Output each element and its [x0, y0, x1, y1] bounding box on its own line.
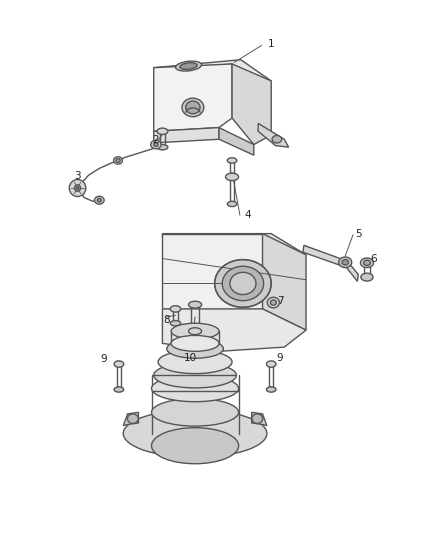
Text: 2: 2: [152, 135, 159, 146]
Ellipse shape: [97, 198, 101, 202]
Polygon shape: [162, 309, 306, 351]
Ellipse shape: [170, 320, 181, 326]
Ellipse shape: [272, 135, 282, 143]
Text: 5: 5: [355, 229, 362, 239]
Ellipse shape: [157, 128, 168, 134]
Ellipse shape: [364, 260, 371, 265]
Text: 10: 10: [184, 353, 197, 362]
Polygon shape: [258, 123, 289, 147]
Ellipse shape: [226, 173, 239, 181]
Text: 8: 8: [163, 314, 170, 325]
Text: 3: 3: [74, 172, 81, 181]
Ellipse shape: [154, 143, 158, 147]
Ellipse shape: [252, 414, 263, 423]
Ellipse shape: [230, 272, 256, 295]
Ellipse shape: [69, 180, 86, 197]
Ellipse shape: [361, 273, 373, 281]
Ellipse shape: [171, 323, 219, 339]
Ellipse shape: [176, 61, 201, 71]
Ellipse shape: [182, 98, 204, 117]
Polygon shape: [162, 233, 306, 257]
Polygon shape: [154, 60, 271, 84]
Ellipse shape: [267, 297, 279, 308]
Ellipse shape: [152, 399, 239, 426]
Ellipse shape: [188, 301, 201, 308]
Ellipse shape: [151, 140, 161, 149]
Polygon shape: [162, 233, 262, 309]
Ellipse shape: [227, 158, 237, 163]
Polygon shape: [123, 413, 138, 425]
Ellipse shape: [227, 201, 237, 207]
Ellipse shape: [127, 414, 138, 423]
Ellipse shape: [114, 361, 124, 367]
Ellipse shape: [74, 185, 81, 191]
Text: 4: 4: [244, 209, 251, 220]
Ellipse shape: [95, 196, 104, 204]
Text: 1: 1: [268, 39, 275, 49]
Polygon shape: [303, 245, 358, 281]
Ellipse shape: [342, 260, 349, 265]
Ellipse shape: [222, 266, 264, 301]
Text: 7: 7: [277, 296, 283, 306]
Ellipse shape: [114, 157, 122, 164]
Ellipse shape: [188, 328, 201, 335]
Ellipse shape: [157, 144, 168, 150]
Ellipse shape: [270, 300, 276, 305]
Polygon shape: [252, 413, 267, 425]
Ellipse shape: [180, 63, 197, 69]
Ellipse shape: [123, 410, 267, 457]
Ellipse shape: [154, 362, 237, 388]
Ellipse shape: [158, 350, 232, 374]
Ellipse shape: [171, 335, 219, 351]
Ellipse shape: [152, 375, 239, 402]
Ellipse shape: [114, 387, 124, 392]
Ellipse shape: [360, 258, 374, 268]
Ellipse shape: [76, 187, 79, 189]
Polygon shape: [154, 127, 219, 143]
Polygon shape: [262, 233, 306, 330]
Polygon shape: [219, 127, 254, 155]
Ellipse shape: [152, 427, 239, 464]
Ellipse shape: [266, 361, 276, 367]
Ellipse shape: [266, 387, 276, 392]
Ellipse shape: [170, 306, 181, 312]
Ellipse shape: [167, 339, 223, 358]
Polygon shape: [154, 64, 232, 131]
Text: 9: 9: [100, 354, 107, 364]
Text: 6: 6: [370, 254, 377, 263]
Ellipse shape: [116, 159, 120, 163]
Polygon shape: [232, 64, 271, 144]
Ellipse shape: [339, 257, 352, 268]
Ellipse shape: [186, 101, 200, 114]
Text: 9: 9: [277, 353, 283, 362]
Ellipse shape: [215, 260, 271, 308]
